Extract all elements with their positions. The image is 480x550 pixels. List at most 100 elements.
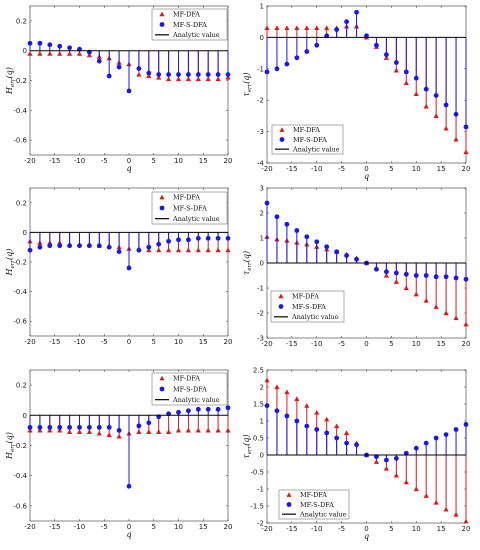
data-point-circle	[453, 111, 459, 117]
series-mf-dfa	[27, 50, 231, 82]
data-point-triangle	[86, 429, 92, 434]
data-point-circle	[354, 9, 359, 15]
data-point-circle	[433, 435, 439, 441]
legend-entry: MF-DFA	[292, 292, 319, 300]
data-point-triangle	[373, 459, 380, 464]
series-mf-s-dfa	[264, 403, 469, 463]
y-tick-label: 0	[260, 260, 264, 268]
series-mf-s-dfa	[264, 9, 469, 130]
y-axis-label: Herr(q)	[5, 432, 16, 460]
data-point-circle	[423, 440, 429, 446]
data-point-triangle	[156, 429, 162, 434]
data-point-circle	[274, 408, 280, 414]
legend-entry: Analytic value	[172, 31, 220, 39]
y-tick-label: -0.6	[13, 502, 27, 510]
data-point-circle	[433, 93, 439, 98]
x-tick-label: 10	[174, 523, 183, 531]
x-tick-label: -20	[24, 523, 35, 531]
data-point-triangle	[433, 500, 439, 505]
data-point-triangle	[175, 247, 182, 253]
x-tick-label: -5	[101, 338, 108, 346]
data-point-circle	[374, 266, 379, 272]
data-point-circle	[47, 243, 53, 249]
data-point-circle	[67, 243, 72, 249]
data-point-triangle	[324, 25, 330, 31]
data-point-circle	[225, 72, 231, 77]
x-tick-label: 10	[412, 525, 421, 533]
y-tick-label: 0	[23, 229, 27, 237]
data-point-circle	[96, 243, 102, 249]
legend-entry: MF-S-DFA	[293, 136, 327, 144]
data-point-triangle	[215, 427, 221, 433]
data-point-circle	[334, 435, 340, 441]
data-point-triangle	[433, 304, 439, 309]
data-point-triangle	[37, 51, 43, 56]
data-point-circle	[393, 270, 399, 276]
legend-marker-circle	[159, 205, 165, 211]
data-point-circle	[225, 235, 231, 241]
x-tick-label: 0	[364, 525, 368, 533]
data-point-circle	[146, 70, 152, 76]
data-point-triangle	[67, 51, 73, 56]
x-tick-label: 20	[462, 165, 471, 173]
data-point-triangle	[383, 272, 389, 278]
x-tick-label: 15	[437, 165, 446, 173]
x-axis-label: q	[364, 532, 369, 541]
y-tick-label: -0.6	[13, 137, 27, 145]
y-axis-label: τerr(q)	[242, 72, 253, 96]
data-point-triangle	[403, 479, 409, 485]
panel-p3: -20 -15 -10 -5 0 5 10 15 20 0.2 0 -0.2 -0.4 -0.6 Herr(…	[5, 187, 232, 346]
data-point-triangle	[57, 51, 63, 56]
x-tick-label: -20	[261, 165, 272, 173]
series-mf-s-dfa	[27, 405, 231, 489]
x-tick-label: 0	[364, 165, 368, 173]
data-point-circle	[284, 413, 290, 419]
y-tick-label: 0.5	[253, 435, 264, 443]
x-axis-label: q	[126, 530, 131, 539]
panel-p4: -20 -15 -10 -5 0 5 10 15 203210-1-2-3τerr(q)MF-D…	[242, 185, 470, 349]
x-tick-label: -20	[24, 338, 35, 346]
x-tick-label: -20	[261, 525, 272, 533]
y-tick-label: -2	[257, 520, 264, 528]
data-point-circle	[225, 405, 231, 411]
y-tick-label: -0.6	[13, 318, 27, 326]
data-point-circle	[384, 457, 389, 463]
x-tick-label: -20	[261, 340, 272, 348]
legend-marker-triangle	[159, 375, 165, 381]
data-point-circle	[403, 271, 409, 277]
x-tick-label: 0	[127, 157, 131, 165]
data-point-triangle	[146, 247, 152, 253]
x-tick-label: -15	[49, 338, 60, 346]
y-tick-label: -1	[257, 65, 264, 73]
data-point-triangle	[413, 291, 419, 297]
legend-marker-circle	[279, 137, 285, 142]
x-tick-label: 15	[199, 157, 208, 165]
data-point-triangle	[383, 55, 389, 60]
data-point-triangle	[393, 279, 399, 284]
data-point-circle	[37, 244, 43, 250]
x-tick-label: -15	[49, 157, 60, 165]
y-tick-label: 1	[260, 235, 264, 243]
data-point-triangle	[294, 25, 300, 31]
y-tick-label: -3	[257, 335, 264, 343]
data-point-circle	[443, 102, 449, 108]
data-point-triangle	[403, 80, 409, 86]
panel-p2: -20 -15 -10 -5 0 5 10 15 2010-1-2-3-4qτerr(q)MF-…	[242, 3, 470, 182]
data-point-triangle	[393, 67, 399, 73]
data-point-circle	[146, 244, 152, 250]
data-point-circle	[304, 49, 310, 54]
y-tick-label: 2	[260, 210, 264, 218]
y-axis-label: Herr(q)	[5, 249, 16, 277]
data-point-circle	[344, 440, 349, 446]
data-point-circle	[264, 403, 270, 409]
data-point-circle	[314, 42, 320, 48]
data-point-circle	[77, 424, 82, 430]
x-tick-label: 5	[152, 157, 156, 165]
x-tick-label: -10	[74, 523, 85, 531]
y-tick-label: 0.2	[16, 17, 27, 25]
y-tick-label: -0.4	[13, 288, 27, 296]
legend-marker-triangle	[279, 127, 285, 132]
data-point-circle	[205, 235, 211, 241]
legend-entry: MF-S-DFA	[173, 21, 207, 29]
